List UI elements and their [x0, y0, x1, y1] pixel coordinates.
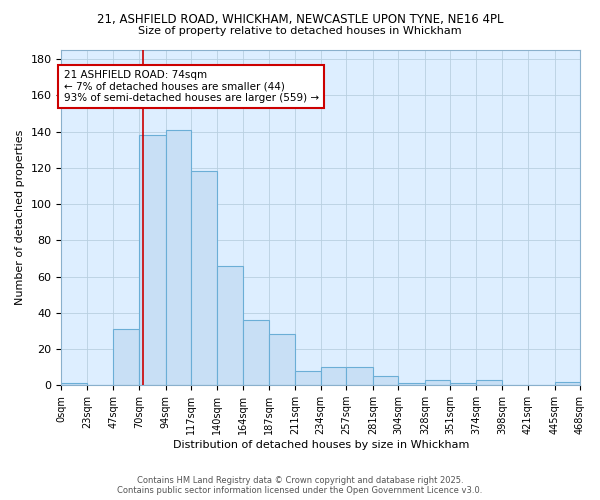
Bar [321, 367, 346, 385]
Bar [295, 370, 321, 385]
Text: 21, ASHFIELD ROAD, WHICKHAM, NEWCASTLE UPON TYNE, NE16 4PL: 21, ASHFIELD ROAD, WHICKHAM, NEWCASTLE U… [97, 12, 503, 26]
Bar [425, 380, 451, 385]
Bar [346, 367, 373, 385]
Bar [191, 172, 217, 385]
Y-axis label: Number of detached properties: Number of detached properties [15, 130, 25, 306]
Bar [554, 382, 580, 385]
Bar [269, 334, 295, 385]
Bar [451, 384, 476, 385]
Bar [398, 384, 425, 385]
Bar [113, 329, 139, 385]
Bar [166, 130, 191, 385]
Bar [139, 135, 166, 385]
Text: Contains HM Land Registry data © Crown copyright and database right 2025.
Contai: Contains HM Land Registry data © Crown c… [118, 476, 482, 495]
Bar [373, 376, 398, 385]
Text: 21 ASHFIELD ROAD: 74sqm
← 7% of detached houses are smaller (44)
93% of semi-det: 21 ASHFIELD ROAD: 74sqm ← 7% of detached… [64, 70, 319, 103]
Bar [476, 380, 502, 385]
X-axis label: Distribution of detached houses by size in Whickham: Distribution of detached houses by size … [173, 440, 469, 450]
Bar [61, 384, 87, 385]
Text: Size of property relative to detached houses in Whickham: Size of property relative to detached ho… [138, 26, 462, 36]
Bar [243, 320, 269, 385]
Bar [217, 266, 243, 385]
